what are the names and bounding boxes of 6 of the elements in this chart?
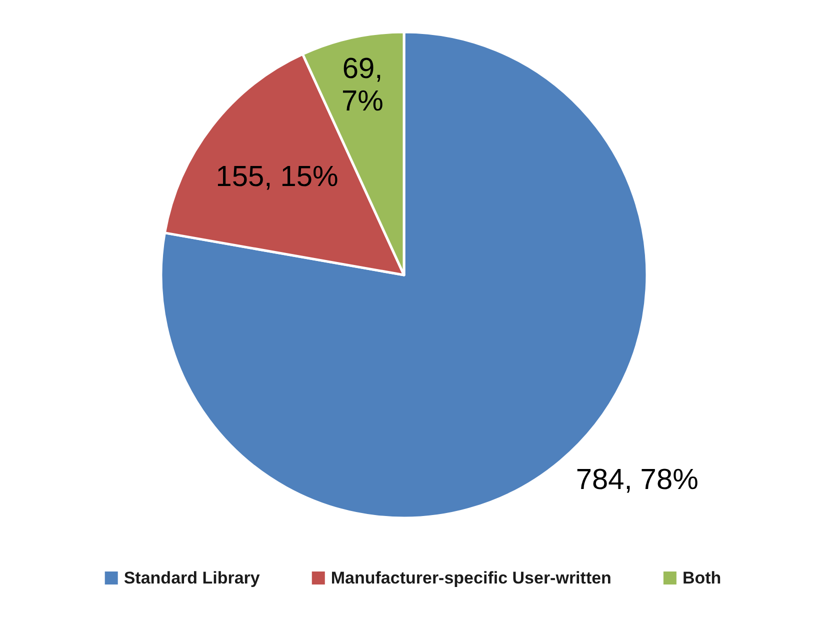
legend-label: Standard Library	[124, 568, 260, 588]
data-label: 155, 15%	[216, 160, 338, 193]
data-label: 69, 7%	[342, 52, 384, 118]
legend-label: Manufacturer-specific User-written	[330, 568, 612, 588]
legend-label: Both	[682, 568, 722, 588]
data-label: 784, 78%	[576, 464, 698, 496]
